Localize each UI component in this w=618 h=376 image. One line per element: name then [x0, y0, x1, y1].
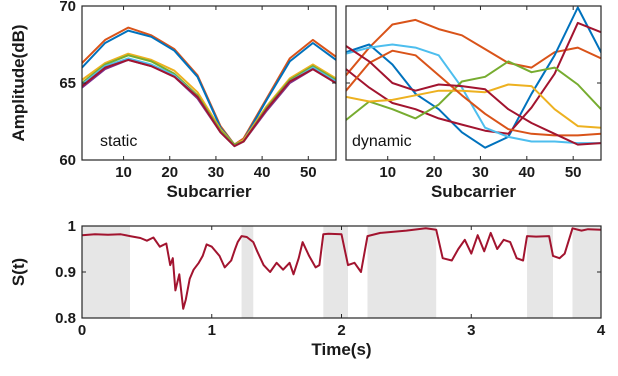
x-tick-label: 1: [208, 322, 216, 339]
y-tick-label: 65: [59, 75, 76, 92]
x-axis-label: Subcarrier: [431, 182, 516, 201]
x-tick-label: 0: [78, 322, 86, 339]
chart1-series-line-2: [82, 29, 336, 146]
chart2-series-line-2: [346, 6, 601, 149]
panel-annotation: dynamic: [352, 133, 412, 150]
x-tick-label: 50: [300, 164, 317, 181]
x-tick-label: 3: [467, 322, 475, 339]
shaded-interval-4: [527, 226, 553, 318]
chart2-series-line-7: [346, 49, 601, 137]
x-axis-label: Subcarrier: [166, 182, 251, 201]
x-tick-label: 4: [597, 322, 606, 339]
chart2-series-line-1: [346, 18, 601, 77]
chart1-series-line-7: [82, 58, 336, 148]
x-tick-label: 30: [208, 164, 225, 181]
x-tick-label: 50: [565, 164, 582, 181]
x-tick-label: 10: [379, 164, 396, 181]
x-tick-label: 10: [115, 164, 132, 181]
y-tick-label: 0.8: [55, 310, 76, 327]
shaded-interval-1: [241, 226, 254, 318]
y-axis-label: S(t): [9, 258, 28, 286]
x-tick-label: 30: [472, 164, 489, 181]
x-tick-label: 40: [254, 164, 271, 181]
y-tick-label: 70: [59, 0, 76, 15]
y-tick-label: 0.9: [55, 264, 76, 281]
y-axis-label: Amplitude(dB): [9, 24, 28, 141]
y-tick-label: 1: [68, 218, 76, 235]
shaded-interval-3: [367, 226, 437, 318]
y-tick-label: 60: [59, 152, 76, 169]
x-tick-label: 40: [518, 164, 535, 181]
annotation-background: [348, 131, 410, 151]
x-tick-label: 20: [161, 164, 178, 181]
shaded-interval-2: [323, 226, 348, 318]
x-axis-label: Time(s): [311, 340, 371, 359]
chart2-series-line-5: [346, 60, 601, 121]
chart3-series-line-1: [82, 227, 601, 310]
chart1-series-line-1: [82, 26, 336, 146]
shaded-interval-5: [572, 226, 601, 318]
x-tick-label: 2: [337, 322, 345, 339]
x-tick-label: 20: [426, 164, 443, 181]
chart2-series-line-8: [346, 45, 601, 146]
shaded-interval-0: [82, 226, 131, 318]
panel-annotation: static: [100, 133, 137, 150]
chart2-series-line-4: [346, 43, 601, 145]
chart2-series-line-6: [346, 83, 601, 129]
